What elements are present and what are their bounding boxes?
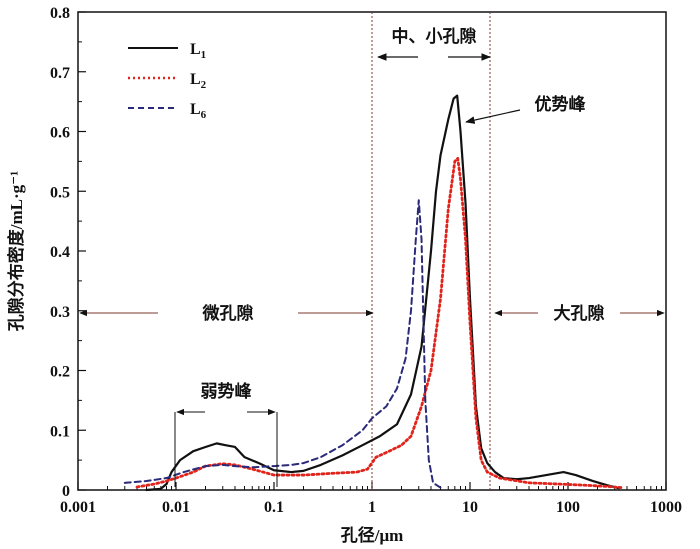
y-tick-label: 0.3: [50, 304, 70, 321]
legend: L1 L2 L6: [128, 41, 207, 121]
annotations: 微孔隙 中、小孔隙 大孔隙 弱势峰 优势峰: [79, 26, 665, 487]
legend-label-l6: L6: [190, 101, 207, 121]
y-tick-label: 0.6: [50, 125, 70, 142]
y-tick-label: 0.2: [50, 364, 70, 381]
y-tick-label: 0.1: [50, 423, 70, 440]
micro-pore-label: 微孔隙: [202, 303, 254, 323]
legend-label-l1: L1: [190, 41, 206, 61]
weak-peak-label: 弱势峰: [201, 381, 253, 401]
meso-pore-label: 中、小孔隙: [392, 26, 477, 46]
x-tick-label: 0.01: [162, 499, 190, 516]
macro-pore-label: 大孔隙: [554, 303, 605, 323]
series-layer: [123, 94, 623, 492]
y-tick-label: 0.7: [50, 65, 70, 82]
x-tick-label: 0.1: [264, 499, 284, 516]
dominant-peak-arrow: [465, 109, 521, 124]
x-tick-label: 10: [462, 499, 478, 516]
y-tick-label: 0: [62, 483, 70, 500]
x-tick-label: 0.001: [60, 499, 96, 516]
series-line-l1: [145, 94, 620, 492]
series-line-l6: [123, 199, 442, 489]
y-axis-title: 孔隙分布密度/mL·g⁻¹: [6, 171, 26, 331]
y-tick-label: 0.5: [50, 184, 70, 201]
legend-label-l2: L2: [190, 71, 207, 91]
x-tick-label: 1: [368, 499, 376, 516]
series-line-l2: [135, 156, 623, 490]
x-tick-label: 100: [556, 499, 580, 516]
dominant-peak-label: 优势峰: [535, 94, 587, 114]
y-tick-label: 0.4: [50, 244, 70, 261]
y-tick-label: 0.8: [50, 5, 70, 22]
x-axis-title: 孔径/μm: [341, 525, 404, 545]
y-axis-ticks: 0 0.1 0.2 0.3 0.4 0.5 0.6 0.7 0.8: [50, 5, 86, 500]
x-axis-ticks: 0.001 0.01 0.1 1 10 100 1000: [60, 482, 682, 516]
x-tick-label: 1000: [650, 499, 682, 516]
